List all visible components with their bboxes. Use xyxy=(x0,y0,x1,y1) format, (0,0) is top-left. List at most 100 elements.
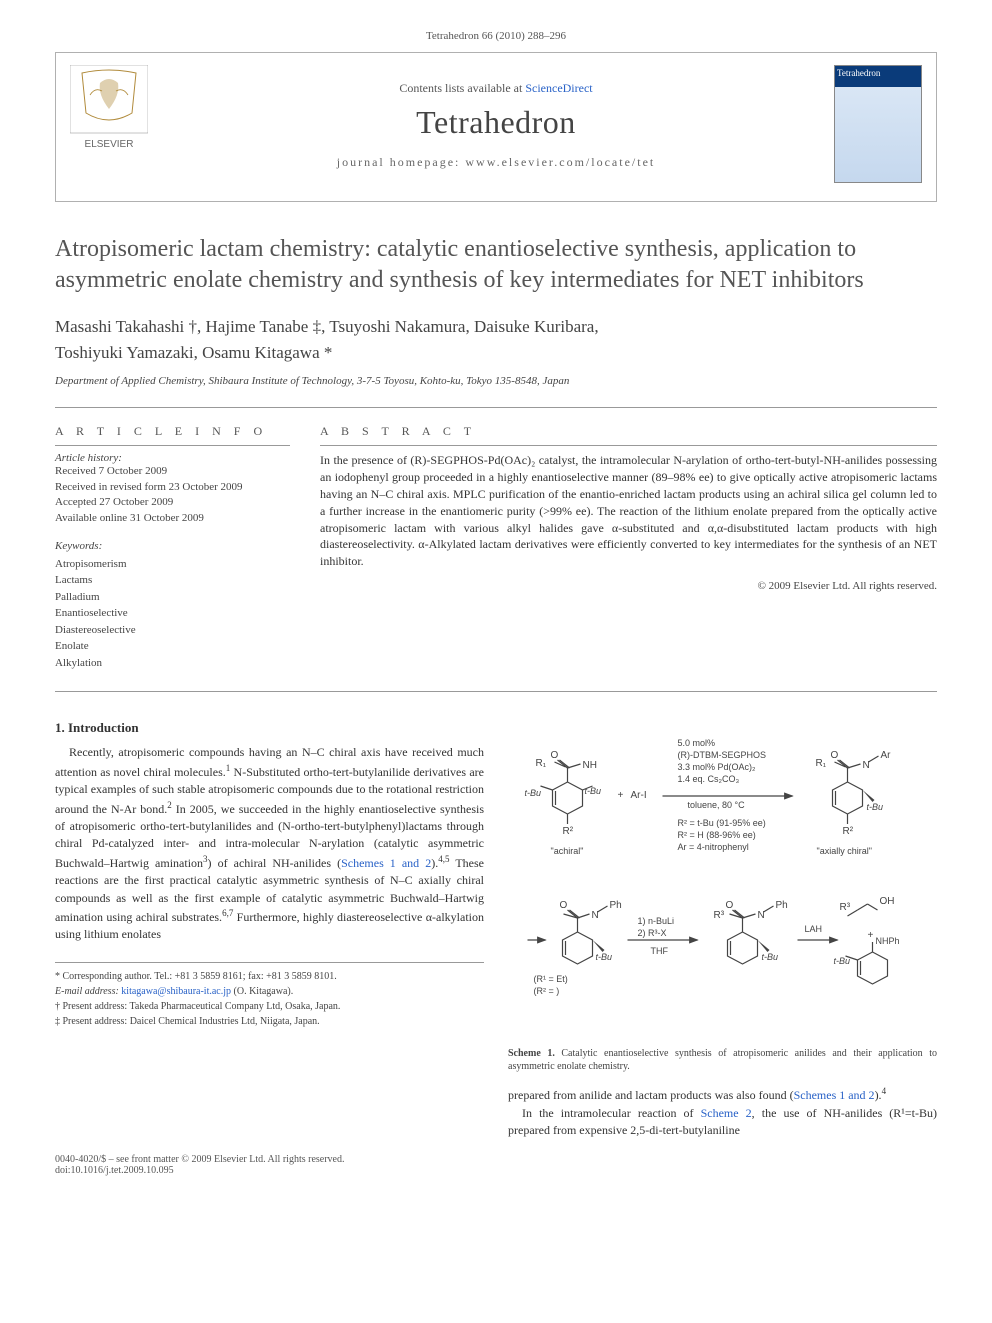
svg-text:R₁: R₁ xyxy=(536,758,547,769)
keyword: Enantioselective xyxy=(55,605,290,622)
homepage-pre: journal homepage: xyxy=(337,155,466,169)
section-heading: 1. Introduction xyxy=(55,720,484,736)
svg-text:+: + xyxy=(618,790,624,801)
keyword: Lactams xyxy=(55,572,290,589)
svg-text:LAH: LAH xyxy=(805,924,823,934)
received-date: Received 7 October 2009 xyxy=(55,464,290,479)
svg-text:1) n-BuLi: 1) n-BuLi xyxy=(638,916,675,926)
dagger-note: † Present address: Takeda Pharmaceutical… xyxy=(55,999,484,1014)
svg-text:t-Bu: t-Bu xyxy=(834,956,851,966)
rule xyxy=(55,691,937,692)
svg-text:O: O xyxy=(551,750,559,761)
svg-text:O: O xyxy=(831,750,839,761)
contents-line: Contents lists available at ScienceDirec… xyxy=(337,81,655,96)
keyword: Alkylation xyxy=(55,655,290,672)
right-column: O R₁ NH t-Bu R² t-Bu "achiral" + Ar-I xyxy=(508,720,937,1139)
svg-text:R³: R³ xyxy=(840,902,851,913)
abstract-column: A B S T R A C T In the presence of (R)-S… xyxy=(320,414,937,671)
svg-text:Ar: Ar xyxy=(881,750,892,761)
svg-text:"achiral": "achiral" xyxy=(551,846,584,856)
svg-text:Ph: Ph xyxy=(776,900,788,911)
scheme2-link[interactable]: Scheme 2 xyxy=(701,1106,752,1120)
scheme1-figure: O R₁ NH t-Bu R² t-Bu "achiral" + Ar-I xyxy=(508,730,937,1073)
rule xyxy=(320,445,937,446)
svg-text:t-Bu: t-Bu xyxy=(525,788,542,798)
keywords-label: Keywords: xyxy=(55,540,290,552)
email-link[interactable]: kitagawa@shibaura-it.ac.jp xyxy=(121,986,231,997)
authors: Masashi Takahashi †, Hajime Tanabe ‡, Ts… xyxy=(55,314,937,365)
affiliation: Department of Applied Chemistry, Shibaur… xyxy=(55,375,937,387)
svg-text:Ar-I: Ar-I xyxy=(631,790,647,801)
left-column: 1. Introduction Recently, atropisomeric … xyxy=(55,720,484,1139)
footer: 0040-4020/$ – see front matter © 2009 El… xyxy=(55,1154,937,1176)
text: prepared from anilide and lactam product… xyxy=(508,1088,794,1102)
homepage-line: journal homepage: www.elsevier.com/locat… xyxy=(337,155,655,170)
elsevier-logo: ELSEVIER xyxy=(70,65,148,153)
svg-text:5.0 mol%: 5.0 mol% xyxy=(678,738,716,748)
journal-cover-thumbnail: Tetrahedron xyxy=(834,65,922,183)
sciencedirect-link[interactable]: ScienceDirect xyxy=(525,81,592,95)
cite: 6,7 xyxy=(222,908,233,918)
schemes-link[interactable]: Schemes 1 and 2 xyxy=(341,856,431,870)
revised-date: Received in revised form 23 October 2009 xyxy=(55,480,290,495)
history-label: Article history: xyxy=(55,452,290,464)
para2: In the intramolecular reaction of Scheme… xyxy=(508,1105,937,1140)
svg-text:Ph: Ph xyxy=(610,900,622,911)
svg-text:"axially chiral": "axially chiral" xyxy=(817,846,872,856)
journal-title: Tetrahedron xyxy=(337,104,655,141)
text: ). xyxy=(875,1088,882,1102)
svg-text:R² = t-Bu (91-95% ee): R² = t-Bu (91-95% ee) xyxy=(678,818,766,828)
svg-text:R² = H (88-96% ee): R² = H (88-96% ee) xyxy=(678,830,756,840)
schemes-link[interactable]: Schemes 1 and 2 xyxy=(794,1088,875,1102)
article-title: Atropisomeric lactam chemistry: catalyti… xyxy=(55,234,937,296)
keyword: Palladium xyxy=(55,589,290,606)
article-info-column: A R T I C L E I N F O Article history: R… xyxy=(55,414,290,671)
corresponding-author: * Corresponding author. Tel.: +81 3 5859… xyxy=(55,969,484,984)
email-label: E-mail address: xyxy=(55,986,121,997)
text: In the intramolecular reaction of xyxy=(522,1106,701,1120)
svg-text:(R¹ = Et): (R¹ = Et) xyxy=(534,974,568,984)
ddagger-note: ‡ Present address: Daicel Chemical Indus… xyxy=(55,1014,484,1029)
journal-header-box: ELSEVIER Contents lists available at Sci… xyxy=(55,52,937,202)
svg-text:2) R³-X: 2) R³-X xyxy=(638,928,667,938)
svg-text:R³: R³ xyxy=(714,910,725,921)
scheme-label: Scheme 1. xyxy=(508,1048,555,1059)
svg-text:O: O xyxy=(560,900,568,911)
svg-text:1.4 eq. Cs₂CO₃: 1.4 eq. Cs₂CO₃ xyxy=(678,774,740,784)
para-continued: prepared from anilide and lactam product… xyxy=(508,1085,937,1104)
keyword: Enolate xyxy=(55,638,290,655)
rule xyxy=(55,407,937,408)
intro-paragraph: Recently, atropisomeric compounds having… xyxy=(55,744,484,943)
svg-text:(R² = ): (R² = ) xyxy=(534,986,560,996)
svg-text:NH: NH xyxy=(583,760,597,771)
text: ) of achiral NH-anilides ( xyxy=(208,856,342,870)
abstract-text: In the presence of (R)-SEGPHOS-Pd(OAc)₂ … xyxy=(320,452,937,570)
svg-text:(R)-DTBM-SEGPHOS: (R)-DTBM-SEGPHOS xyxy=(678,750,767,760)
svg-text:Ar = 4-nitrophenyl: Ar = 4-nitrophenyl xyxy=(678,842,749,852)
footnotes: * Corresponding author. Tel.: +81 3 5859… xyxy=(55,962,484,1029)
keyword: Diastereoselective xyxy=(55,622,290,639)
svg-text:+: + xyxy=(868,930,874,941)
email-person: (O. Kitagawa). xyxy=(231,986,293,997)
svg-text:t-Bu: t-Bu xyxy=(867,802,884,812)
online-date: Available online 31 October 2009 xyxy=(55,511,290,526)
svg-text:NHPh: NHPh xyxy=(876,936,900,946)
abstract-header: A B S T R A C T xyxy=(320,424,937,439)
svg-text:O: O xyxy=(726,900,734,911)
svg-text:R₁: R₁ xyxy=(816,758,827,769)
citation: Tetrahedron 66 (2010) 288–296 xyxy=(55,30,937,42)
svg-text:OH: OH xyxy=(880,896,895,907)
svg-text:R²: R² xyxy=(563,826,574,837)
cover-label: Tetrahedron xyxy=(837,68,919,78)
article-info-header: A R T I C L E I N F O xyxy=(55,424,290,439)
svg-text:THF: THF xyxy=(651,946,669,956)
keyword: Atropisomerism xyxy=(55,556,290,573)
scheme1-caption: Scheme 1. Catalytic enantioselective syn… xyxy=(508,1047,937,1073)
svg-text:t-Bu: t-Bu xyxy=(596,952,613,962)
rule xyxy=(55,445,290,446)
accepted-date: Accepted 27 October 2009 xyxy=(55,495,290,510)
cite: 4 xyxy=(882,1086,887,1096)
homepage-url: www.elsevier.com/locate/tet xyxy=(465,155,655,169)
front-matter: 0040-4020/$ – see front matter © 2009 El… xyxy=(55,1154,344,1165)
doi: doi:10.1016/j.tet.2009.10.095 xyxy=(55,1165,344,1176)
